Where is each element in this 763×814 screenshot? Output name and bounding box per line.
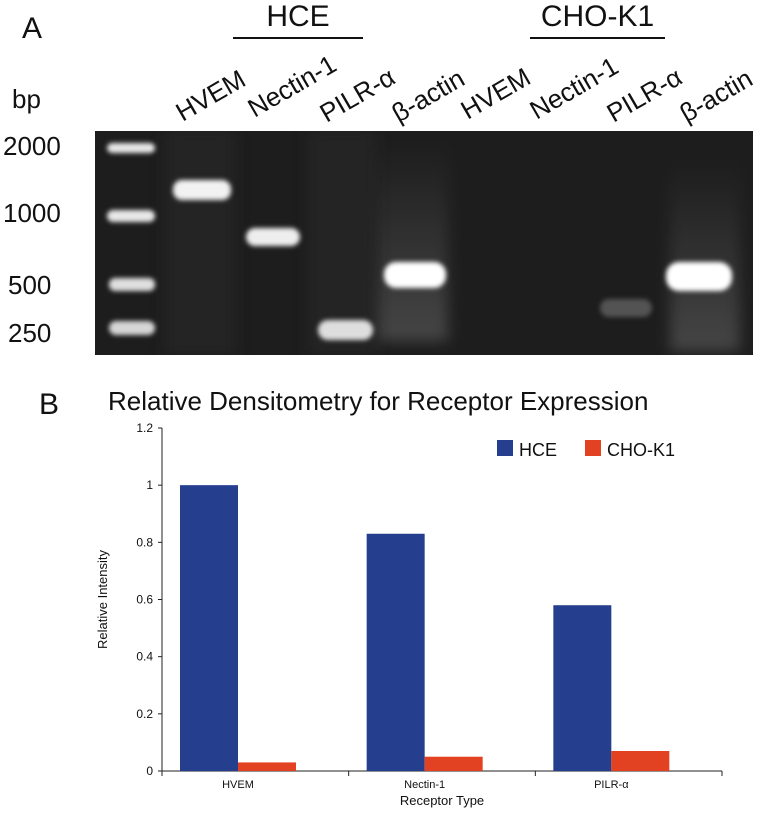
gel-image: [95, 131, 753, 355]
bp-marker-1000: 1000: [3, 198, 61, 228]
bar-cho-k1-2: [611, 750, 670, 771]
lane-label-cho-hvem: HVEM: [455, 61, 536, 126]
panel-a-letter: A: [22, 12, 43, 45]
legend-swatch: [497, 440, 513, 456]
lane-label-cho-beta-actin: β-actin: [674, 62, 758, 129]
bar-hce-1: [366, 533, 425, 771]
legend-label: HCE: [519, 440, 557, 460]
group-underline-hce: [233, 37, 363, 39]
legend-swatch: [585, 440, 601, 456]
bp-marker-500: 500: [8, 270, 52, 300]
group-label-hce: HCE: [266, 0, 330, 33]
chart-ticks: 0 0.2 0.4 0.6 0.8 1 1.2 HVEM Nectin-1 PILR-α: [136, 421, 723, 791]
ladder-band-500: [109, 278, 155, 291]
panel-b-letter: B: [39, 388, 60, 421]
band-hce-beta-actin: [384, 262, 446, 288]
ladder-band-2000: [107, 143, 155, 153]
y-tick-label: 0.4: [136, 650, 153, 664]
bar-hce-0: [180, 485, 238, 771]
band-hce-pilr-alpha: [318, 320, 373, 340]
x-tick-label: PILR-α: [594, 779, 629, 791]
band-hce-hvem: [173, 180, 231, 200]
chart-legend: HCE CHO-K1: [497, 440, 675, 460]
y-tick-label: 0.2: [136, 707, 153, 721]
x-axis-title: Receptor Type: [400, 793, 484, 808]
bar-hce-2: [553, 605, 612, 771]
lane-label-hce-hvem: HVEM: [170, 63, 251, 128]
bar-cho-k1-0: [238, 762, 296, 771]
y-axis-title: Relative Intensity: [95, 550, 110, 649]
chart-title: Relative Densitometry for Receptor Expre…: [108, 386, 649, 416]
x-tick-label: Nectin-1: [404, 779, 445, 791]
bp-marker-2000: 2000: [3, 131, 61, 161]
y-tick-label: 1.2: [136, 421, 153, 435]
bar-cho-k1-1: [424, 756, 483, 771]
chart-axes: [161, 428, 722, 772]
group-label-cho-k1: CHO-K1: [540, 0, 655, 33]
band-cho-beta-actin: [666, 262, 732, 291]
band-cho-pilr-alpha: [600, 299, 652, 317]
chart-bars: [180, 485, 670, 771]
ladder-band-1000: [107, 210, 155, 222]
group-underline-cho-k1: [530, 37, 665, 39]
y-tick-label: 0.8: [136, 535, 153, 549]
bar-chart: 0 0.2 0.4 0.6 0.8 1 1.2 HVEM Nectin-1 PILR-α HCE C…: [95, 421, 723, 808]
y-tick-label: 0.6: [136, 593, 153, 607]
y-tick-label: 0: [146, 764, 153, 778]
y-tick-label: 1: [146, 478, 153, 492]
x-tick-label: HVEM: [222, 779, 254, 791]
lane-label-hce-beta-actin: β-actin: [386, 62, 470, 129]
chart-axis-labels: Receptor Type Relative Intensity: [95, 550, 484, 808]
legend-label: CHO-K1: [607, 440, 675, 460]
ladder-band-250: [109, 321, 155, 335]
band-hce-nectin-1: [246, 228, 300, 246]
bp-unit-label: bp: [12, 84, 41, 114]
bp-marker-250: 250: [8, 318, 52, 348]
gel-svg: [95, 131, 753, 355]
